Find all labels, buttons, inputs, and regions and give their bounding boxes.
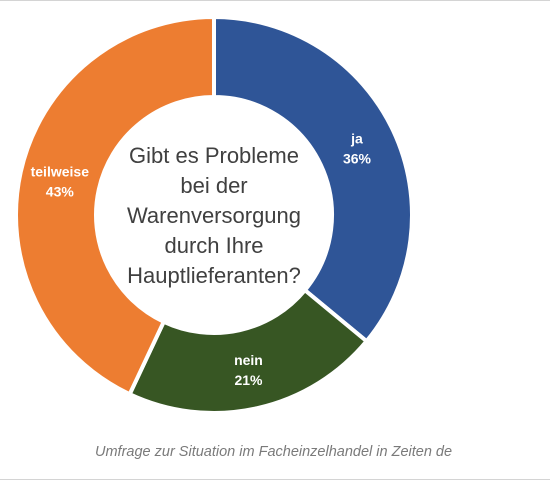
pie-slice-nein: [127, 287, 370, 415]
pie-slice-teilweise: [14, 14, 216, 397]
title-line: Warenversorgung: [126, 203, 302, 228]
donut-chart: ja 36% nein 21% teilweise 43%: [14, 14, 414, 415]
slice-label: nein: [234, 352, 263, 368]
title-line: Hauptlieferanten?: [127, 263, 301, 288]
chart-title: Gibt es Probleme bei der Warenversorgung…: [104, 141, 324, 291]
pie-slice-ja: [212, 14, 414, 345]
title-line: durch Ihre: [164, 233, 264, 258]
slice-value-label: 36%: [343, 151, 372, 167]
chart-caption: Umfrage zur Situation im Facheinzelhande…: [95, 444, 453, 460]
title-line: bei der: [180, 173, 248, 198]
slice-label: ja: [350, 131, 363, 147]
slice-value-label: 21%: [234, 372, 263, 388]
slice-value-label: 43%: [46, 184, 75, 200]
title-line: Gibt es Probleme: [129, 143, 299, 168]
slice-label: teilweise: [31, 164, 90, 180]
